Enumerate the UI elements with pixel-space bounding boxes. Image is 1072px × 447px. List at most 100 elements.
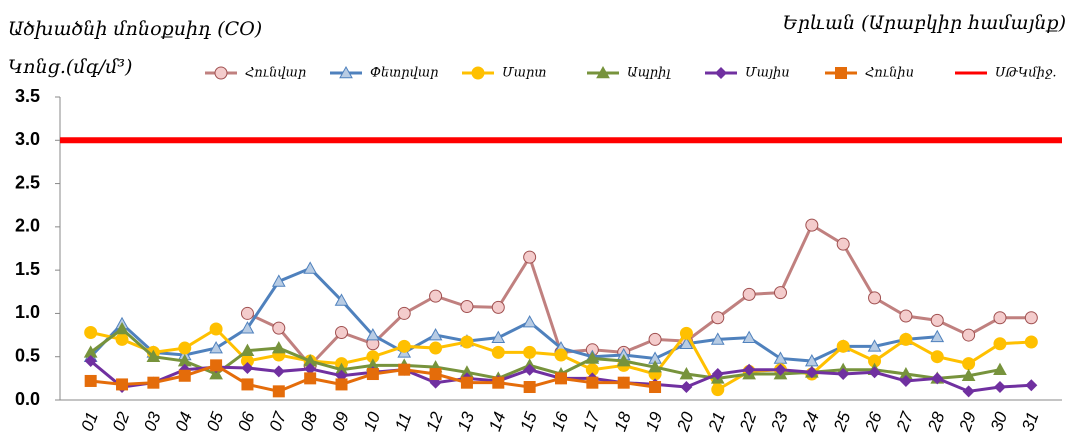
marker [523, 381, 536, 394]
marker [930, 329, 945, 343]
marker [397, 306, 411, 320]
marker [742, 330, 756, 343]
chart-title: Ածխածնի մոնօքսիդ (CO) [8, 18, 262, 40]
marker [930, 313, 944, 327]
marker [272, 321, 286, 335]
x-tick-label: 26 [861, 409, 886, 435]
x-tick-label: 10 [360, 409, 385, 434]
marker [304, 362, 317, 375]
marker [648, 332, 662, 346]
marker [805, 218, 819, 232]
marker [868, 291, 882, 305]
y-tick-label: 2.5 [15, 172, 40, 192]
legend-item: Մայիս [705, 66, 790, 81]
legend-item: Ապրիլ [587, 66, 671, 81]
marker [962, 385, 975, 398]
marker [429, 368, 442, 381]
marker [491, 330, 506, 343]
marker [214, 66, 228, 80]
marker [209, 322, 223, 336]
legend-label: ՍԹԿմիջ. [995, 66, 1056, 81]
marker [596, 65, 610, 79]
legend-label: Մայիս [745, 66, 790, 81]
marker [930, 350, 944, 364]
legend-item: Մարտ [462, 66, 546, 81]
x-tick-label: 22 [736, 409, 761, 435]
marker [585, 351, 600, 364]
x-tick-label: 29 [955, 409, 980, 435]
y-axis-label: Կոնց.(մգ/մ³) [8, 56, 132, 78]
marker [586, 376, 599, 389]
marker [711, 383, 725, 397]
marker [491, 345, 505, 359]
x-tick-label: 05 [203, 409, 228, 434]
marker [680, 381, 693, 394]
marker [492, 376, 505, 389]
marker [334, 293, 349, 306]
marker [209, 366, 223, 380]
x-tick-label: 13 [454, 409, 479, 434]
marker [240, 306, 254, 320]
x-tick-label: 03 [140, 409, 165, 434]
series-line [89, 266, 938, 363]
marker [84, 355, 97, 368]
x-tick-label: 21 [704, 410, 729, 435]
chart-subtitle: Երևան (Արաբկիր համայնք) [782, 12, 1066, 34]
x-tick-label: 07 [266, 409, 291, 434]
marker [241, 378, 254, 391]
marker [178, 369, 191, 382]
marker [962, 357, 976, 371]
marker [836, 339, 850, 353]
x-tick-label: 23 [767, 409, 792, 435]
x-tick-label: 08 [297, 409, 322, 434]
x-tick-label: 27 [892, 409, 917, 435]
marker [303, 261, 318, 274]
legend-label: Ապրիլ [627, 66, 671, 81]
marker [743, 363, 756, 376]
marker [899, 309, 913, 323]
x-tick-label: 09 [328, 409, 353, 434]
legend-item: Հունվար [205, 66, 306, 81]
marker [742, 287, 756, 301]
x-tick-label: 31 [1018, 410, 1042, 434]
marker [648, 360, 662, 373]
marker [523, 363, 536, 376]
x-tick-label: 24 [798, 410, 823, 435]
marker [209, 341, 223, 354]
marker [835, 67, 847, 79]
marker [523, 345, 537, 359]
x-tick-label: 16 [548, 409, 573, 434]
marker [241, 361, 254, 374]
marker [993, 362, 1007, 375]
y-tick-label: 0.0 [15, 389, 40, 409]
x-tick-label: 02 [109, 409, 134, 434]
marker [993, 337, 1007, 351]
marker [272, 385, 285, 398]
marker [649, 381, 662, 394]
marker [178, 341, 192, 355]
y-tick-label: 0.5 [15, 345, 40, 365]
legend-label: Մարտ [502, 66, 546, 81]
x-tick-label: 11 [391, 410, 415, 433]
marker [210, 359, 223, 372]
marker [147, 376, 160, 389]
marker [899, 374, 912, 387]
y-tick-label: 3.5 [15, 86, 40, 106]
marker [962, 328, 976, 342]
marker [837, 368, 850, 381]
marker [961, 368, 976, 382]
marker [429, 341, 443, 355]
marker [710, 332, 725, 345]
legend-label: Հունվար [245, 66, 306, 81]
marker [711, 368, 724, 381]
marker [899, 332, 913, 346]
marker [679, 366, 694, 380]
marker [429, 289, 443, 303]
marker [554, 348, 568, 362]
marker [397, 339, 411, 353]
marker [366, 328, 380, 341]
marker [116, 378, 129, 391]
marker [616, 354, 631, 367]
marker [271, 274, 286, 287]
